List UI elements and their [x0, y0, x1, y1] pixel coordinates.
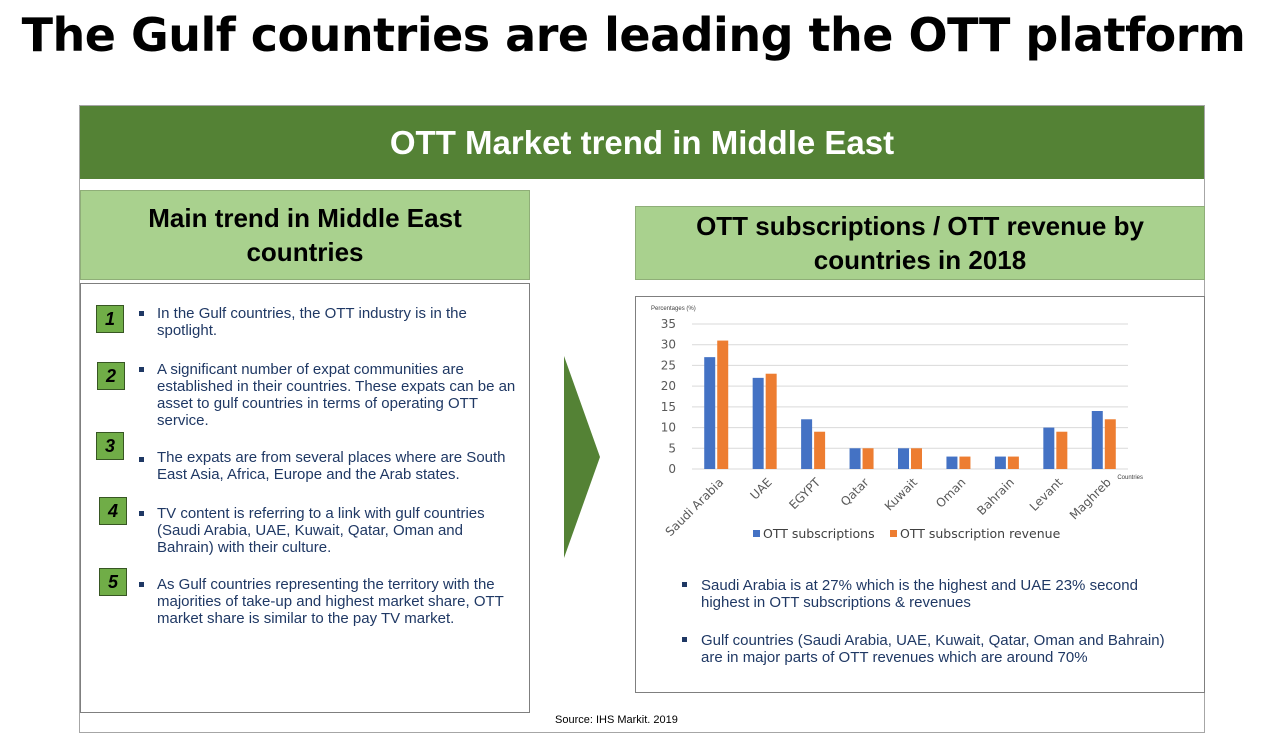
bar-subscriptions [849, 448, 861, 469]
section-banner: OTT Market trend in Middle East [80, 106, 1204, 179]
bar-subscriptions [1091, 411, 1103, 469]
item-number-1: 1 [96, 305, 124, 333]
bar-revenue [911, 448, 922, 469]
item-number-4: 4 [99, 497, 127, 525]
x-axis-title: Countries [1117, 475, 1143, 481]
x-tick-label: Qatar [838, 475, 872, 509]
bar-subscriptions [994, 456, 1006, 469]
page-title: The Gulf countries are leading the OTT p… [21, 8, 1246, 62]
trend-item-5: As Gulf countries representing the terri… [157, 576, 504, 627]
y-tick-label: 10 [661, 421, 676, 435]
bar-subscriptions [898, 448, 909, 469]
bar-revenue [814, 431, 826, 469]
trend-item-1: In the Gulf countries, the OTT industry … [157, 305, 467, 339]
ott-bar-chart: Percentages (%) Countries 0 5 10 15 20 25 30 35… [651, 306, 1143, 541]
x-tick-label: Levant [1027, 475, 1066, 514]
y-tick-label: 35 [661, 317, 676, 331]
right-arrow-icon [564, 356, 600, 558]
right-heading-line1: OTT subscriptions / OTT revenue by [696, 211, 1144, 241]
bullet-marker [139, 457, 144, 462]
item-number-5: 5 [99, 568, 127, 596]
bullet-marker [139, 511, 144, 516]
y-axis-title: Percentages (%) [651, 306, 696, 312]
item-number-3: 3 [96, 432, 124, 460]
y-tick-label: 5 [668, 441, 676, 455]
right-heading-line2: countries in 2018 [813, 245, 1027, 275]
bullet-marker [139, 582, 144, 587]
legend-label-revenue: OTT subscription revenue [900, 526, 1061, 541]
insight-bullet-2: Gulf countries (Saudi Arabia, UAE, Kuwai… [701, 632, 1165, 666]
right-panel-body [635, 296, 1205, 693]
bullet-marker [139, 367, 144, 372]
source-note: Source: IHS Markit. 2019 [555, 714, 678, 726]
left-panel-body [80, 283, 530, 713]
x-tick-label: Saudi Arabia [663, 475, 727, 539]
trend-item-4: TV content is referring to a link with g… [157, 505, 485, 556]
legend-label-subscriptions: OTT subscriptions [763, 526, 875, 541]
bar-revenue [1104, 419, 1116, 469]
left-heading-line2: countries [246, 237, 364, 267]
bar-subscriptions [801, 419, 813, 469]
y-tick-label: 0 [668, 462, 676, 476]
x-tick-label: Maghreb [1067, 475, 1114, 522]
item-number-2: 2 [97, 362, 125, 390]
trend-item-3: The expats are from several places where… [157, 449, 506, 483]
bar-revenue [1056, 431, 1068, 469]
bar-revenue [862, 448, 874, 469]
x-tick-label: EGYPT [786, 475, 823, 512]
bar-subscriptions [946, 456, 958, 469]
bullet-marker [682, 582, 687, 587]
trend-item-2: A significant number of expat communitie… [157, 361, 516, 429]
y-tick-label: 30 [661, 338, 676, 352]
bar-revenue [717, 340, 729, 469]
right-panel-heading: OTT subscriptions / OTT revenue by count… [635, 206, 1205, 280]
bar-subscriptions [752, 377, 764, 469]
y-tick-label: 15 [661, 400, 676, 414]
y-tick-label: 20 [661, 379, 676, 393]
bullet-marker [139, 311, 144, 316]
bar-revenue [1007, 456, 1019, 469]
legend-swatch-revenue [890, 530, 897, 537]
x-tick-label: Kuwait [882, 475, 920, 513]
insight-bullet-1: Saudi Arabia is at 27% which is the high… [701, 577, 1138, 611]
bullet-marker [682, 637, 687, 642]
x-tick-label: Oman [933, 475, 968, 510]
bar-subscriptions [1043, 427, 1055, 469]
bar-revenue [959, 456, 971, 469]
bar-revenue [765, 373, 777, 469]
x-tick-label: Bahrain [974, 475, 1017, 518]
left-heading-line1: Main trend in Middle East [148, 203, 462, 233]
bar-subscriptions [704, 357, 716, 469]
y-tick-label: 25 [661, 358, 676, 372]
legend-swatch-subscriptions [753, 530, 760, 537]
x-tick-label: UAE [748, 475, 775, 502]
left-panel-heading: Main trend in Middle East countries [80, 190, 530, 280]
